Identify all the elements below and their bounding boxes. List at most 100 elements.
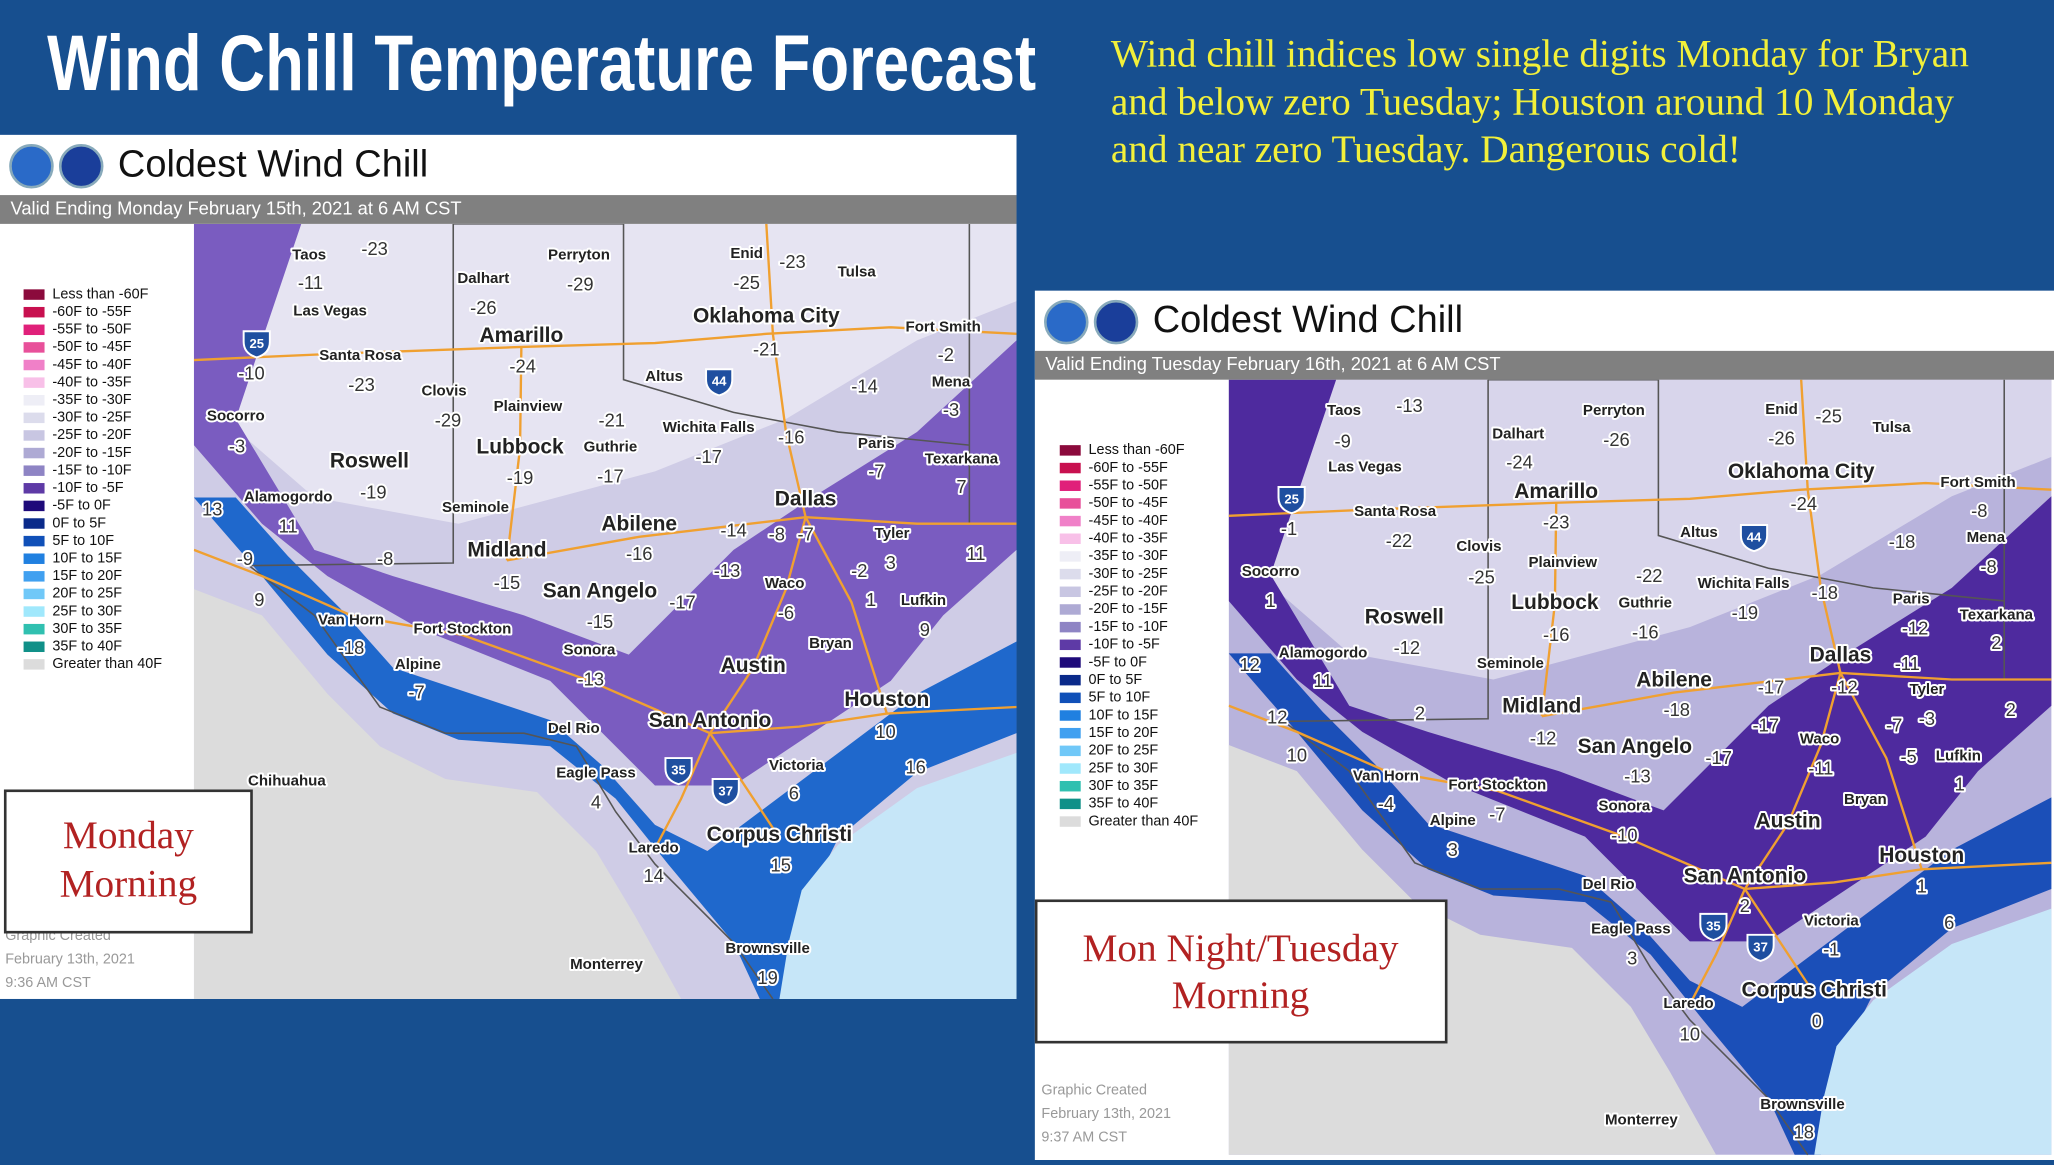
legend-swatch	[1059, 445, 1081, 456]
legend-swatch	[1059, 798, 1081, 810]
created-text: Graphic Created	[1041, 1082, 1147, 1098]
legend-label: -40F to -35F	[52, 374, 131, 390]
wind-chill-value: 4	[591, 792, 601, 813]
legend-swatch	[1059, 816, 1081, 827]
city-label: Brownsville	[1760, 1096, 1844, 1113]
legend-swatch	[23, 623, 45, 635]
wind-chill-value: -10	[238, 362, 265, 383]
wind-chill-value: 12	[1239, 654, 1259, 675]
legend-label: -55F to -50F	[52, 322, 131, 338]
city-label: Fort Smith	[1940, 474, 2015, 491]
wind-chill-value: -29	[435, 409, 462, 430]
highway-label: 35	[671, 763, 686, 778]
city-label: Brownsville	[725, 940, 809, 957]
wind-chill-value: 12	[1267, 707, 1287, 728]
city-label: Alpine	[1430, 812, 1476, 829]
legend-swatch	[23, 324, 45, 336]
valid-bar	[0, 195, 1017, 224]
city-label: Plainview	[494, 398, 563, 415]
city-label: Bryan	[809, 635, 852, 652]
wind-chill-value: -1	[1281, 518, 1297, 539]
legend-swatch	[23, 430, 45, 441]
logo	[1093, 299, 1139, 345]
wind-chill-value: 14	[643, 865, 663, 886]
city-label: Tulsa	[838, 263, 877, 280]
wind-chill-value: -3	[943, 399, 959, 420]
city-label: Taos	[1327, 402, 1361, 419]
wind-chill-value: 6	[789, 783, 799, 804]
highway-label: 25	[249, 336, 264, 351]
wind-chill-value: -17	[695, 446, 722, 467]
wind-chill-value: -8	[769, 523, 785, 544]
legend-label: 20F to 25F	[52, 586, 122, 602]
legend-label: -15F to -10F	[1089, 619, 1168, 635]
logo	[1044, 299, 1089, 345]
legend-swatch	[1059, 568, 1081, 580]
period-label: Morning	[60, 863, 197, 906]
city-label: Plainview	[1528, 554, 1597, 571]
legend-label: -5F to 0F	[1089, 654, 1148, 670]
wind-chill-value: 3	[886, 552, 896, 573]
city-label: Corpus Christi	[1742, 979, 1887, 1002]
city-label: Monterrey	[1605, 1112, 1678, 1129]
period-label: Monday	[63, 814, 194, 857]
legend-label: 10F to 15F	[1089, 707, 1159, 723]
legend-label: 0F to 5F	[1089, 672, 1143, 688]
city-label: Alamogordo	[1279, 644, 1368, 661]
wind-chill-value: -26	[470, 297, 497, 318]
wind-chill-value: -12	[1902, 618, 1929, 639]
wind-chill-value: 3	[1448, 839, 1458, 860]
wind-chill-value: -18	[1663, 699, 1690, 720]
map-shapes	[193, 223, 1017, 999]
wind-chill-value: -11	[1808, 758, 1833, 779]
wind-chill-value: -14	[720, 519, 747, 540]
legend-label: Less than -60F	[52, 286, 148, 302]
wind-chill-value: -5	[1900, 746, 1916, 767]
wind-chill-value: -23	[348, 374, 375, 395]
wind-chill-value: -3	[1919, 708, 1935, 729]
city-label: Altus	[1680, 524, 1718, 541]
wind-chill-value: -14	[851, 375, 878, 396]
city-label: Roswell	[1365, 606, 1444, 629]
city-label: Victoria	[769, 757, 825, 774]
wind-chill-value: -24	[1791, 493, 1818, 514]
wind-chill-value: -24	[509, 356, 536, 377]
wind-chill-value: 18	[1794, 1122, 1814, 1143]
wind-chill-value: -19	[507, 467, 534, 488]
legend-swatch	[1059, 710, 1081, 721]
city-label: Dalhart	[1492, 426, 1544, 443]
legend-label: -10F to -5F	[1089, 637, 1160, 653]
legend-label: 25F to 30F	[1089, 760, 1159, 776]
city-label: San Angelo	[543, 579, 657, 602]
wind-chill-value: -23	[1543, 512, 1570, 533]
city-label: Waco	[765, 575, 805, 592]
legend-swatch	[23, 342, 45, 353]
wind-chill-value: -7	[408, 682, 424, 703]
legend-swatch	[1059, 533, 1081, 544]
highway-label: 44	[712, 374, 727, 389]
wind-chill-value: 10	[1287, 745, 1307, 766]
legend-swatch	[1059, 462, 1081, 474]
city-label: Oklahoma City	[693, 304, 840, 327]
legend-swatch	[23, 571, 45, 582]
city-label: Altus	[645, 368, 683, 385]
wind-chill-value: -17	[1753, 714, 1780, 735]
wind-chill-value: -7	[1886, 714, 1902, 735]
highway-shield	[242, 330, 271, 359]
city-label: Socorro	[207, 407, 265, 424]
legend-swatch	[1059, 674, 1081, 686]
city-label: Wichita Falls	[663, 419, 755, 436]
subtitle-line: Wind chill indices low single digits Mon…	[1111, 33, 1969, 76]
region	[779, 752, 1017, 999]
region	[193, 589, 682, 999]
legend-label: 35F to 40F	[1089, 796, 1159, 812]
city-label: Roswell	[330, 450, 409, 473]
legend-swatch	[23, 359, 45, 371]
region	[1228, 379, 2052, 942]
wind-chill-value: 11	[1314, 670, 1333, 691]
subtitle: Wind chill indices low single digits Mon…	[1111, 33, 1969, 172]
legend-swatch	[23, 289, 45, 300]
legend-swatch	[23, 535, 45, 547]
city-label: Taos	[292, 246, 326, 263]
city-label: Amarillo	[1514, 480, 1598, 503]
